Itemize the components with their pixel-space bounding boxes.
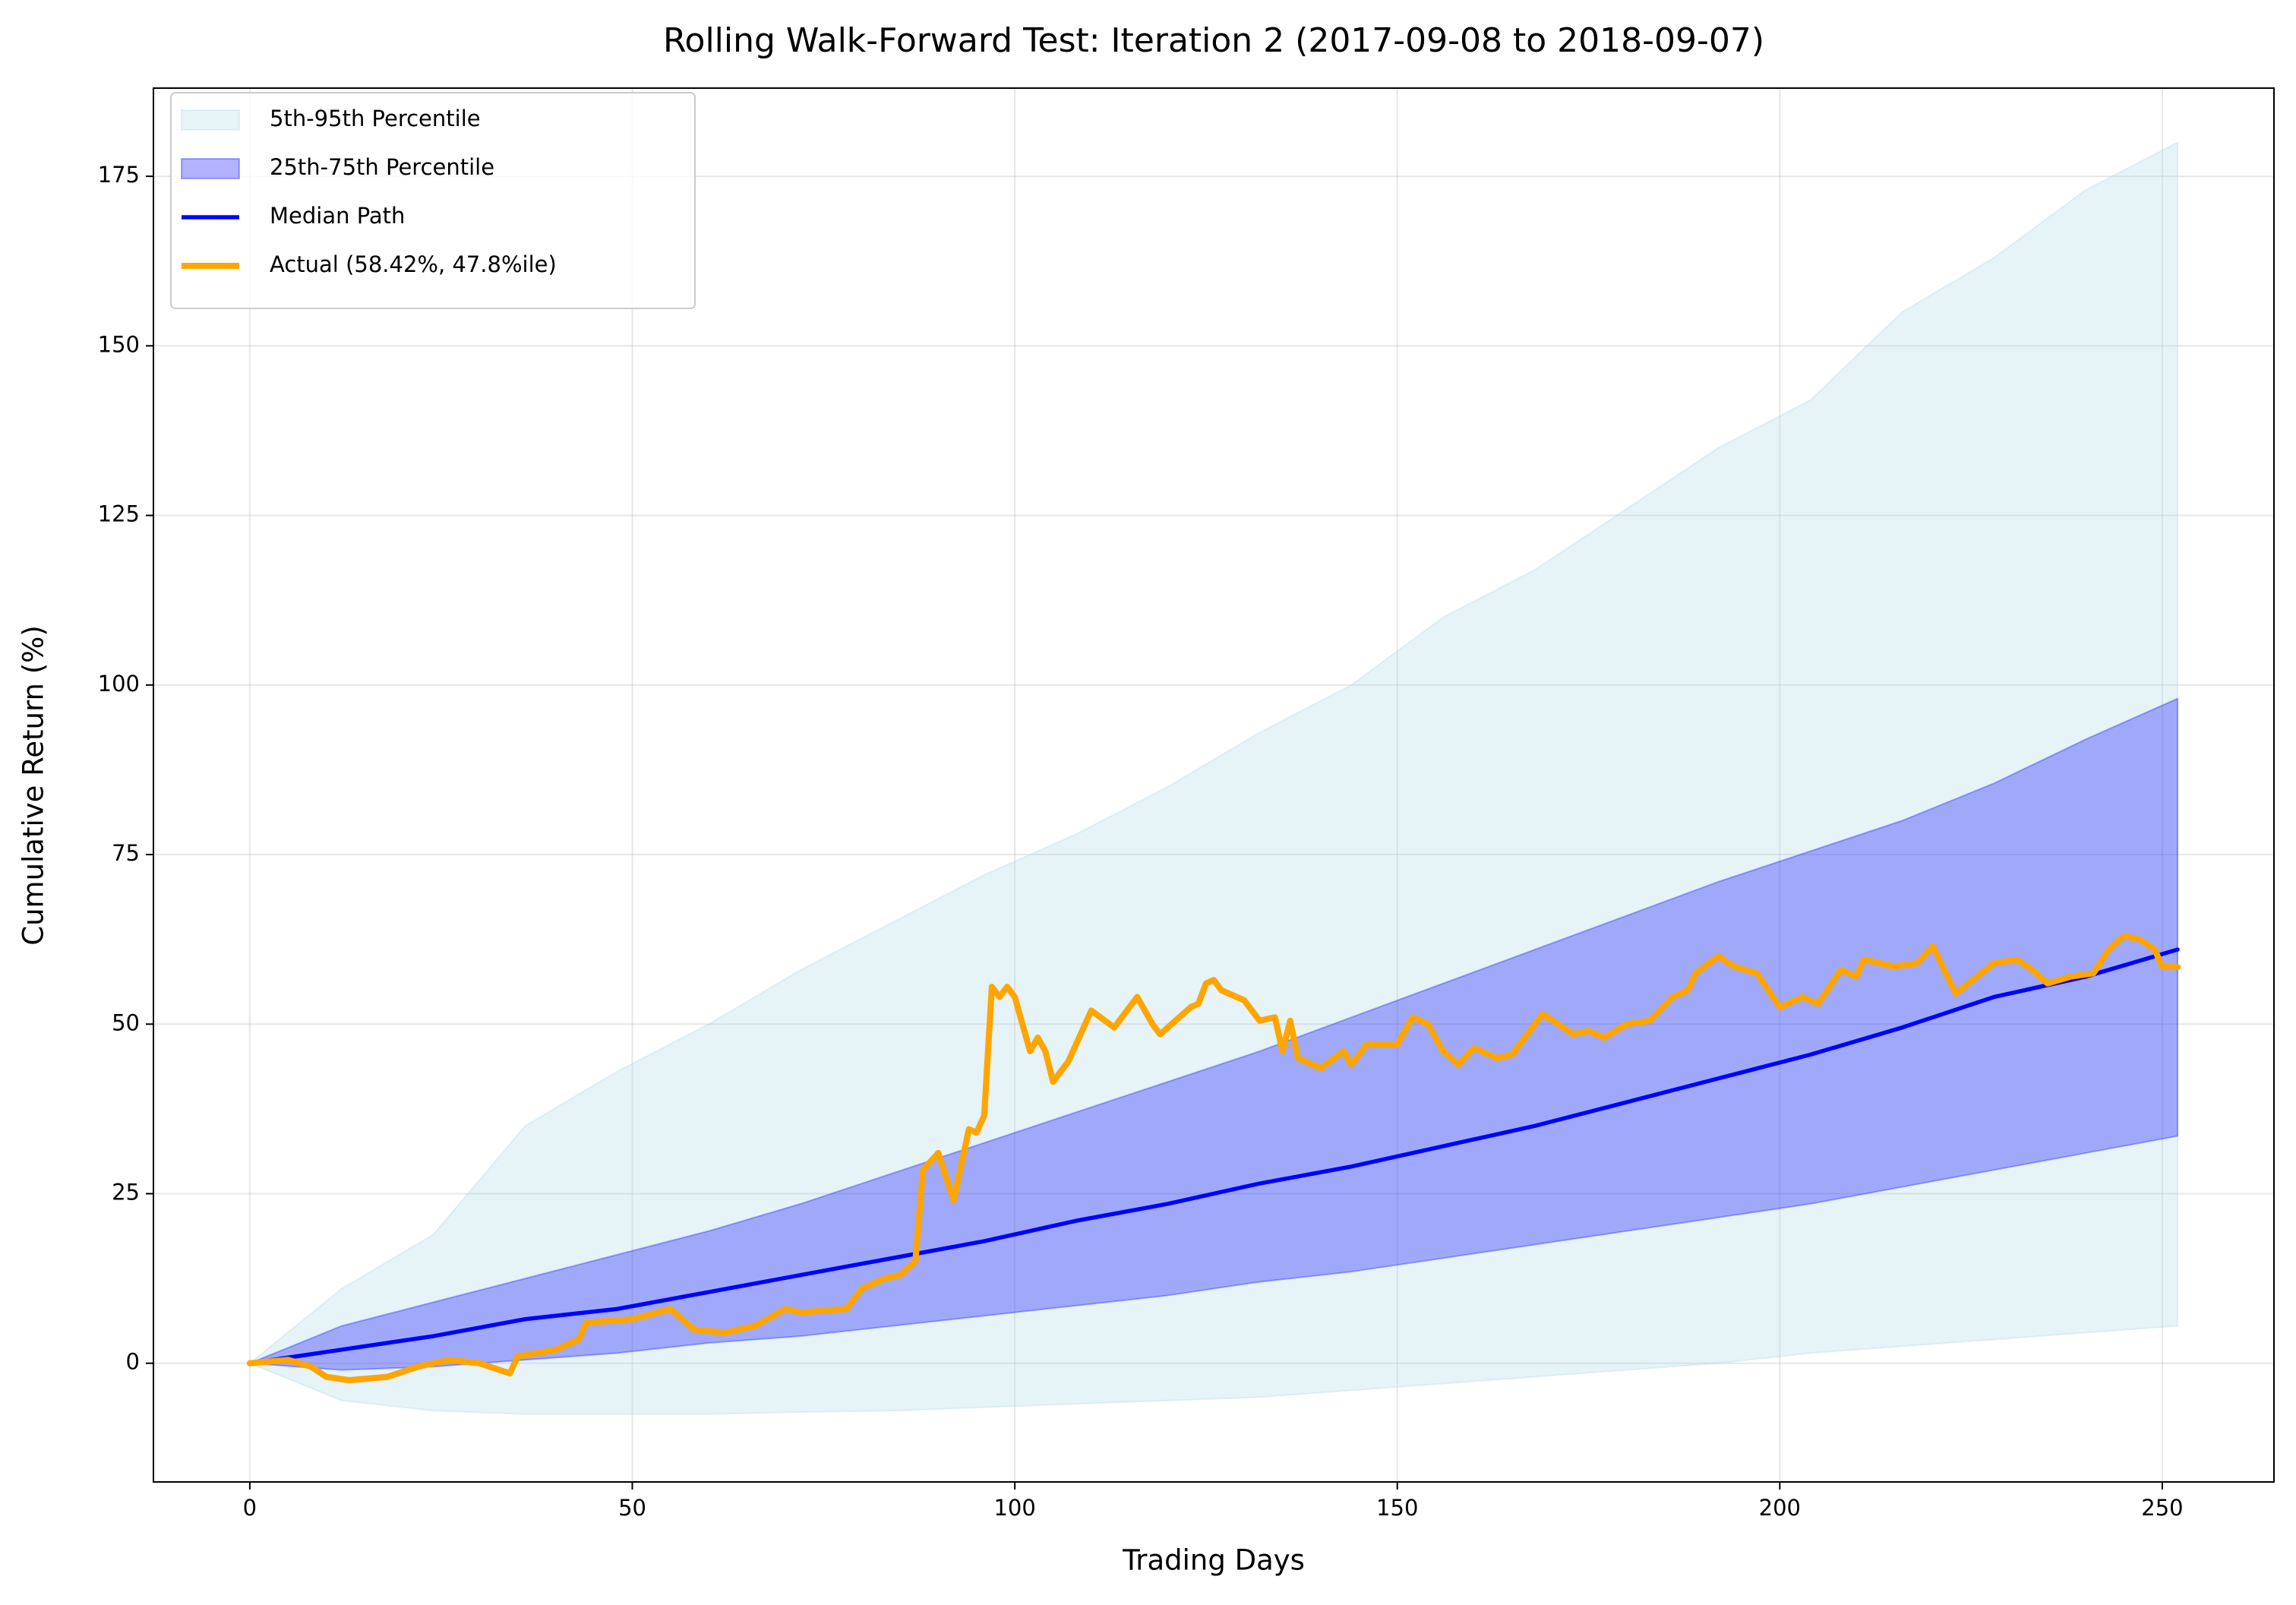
legend-label: 5th-95th Percentile	[270, 106, 481, 131]
legend-box	[170, 92, 696, 309]
legend-swatch	[181, 109, 240, 131]
grid	[153, 88, 2274, 1482]
x-tick-label: 50	[618, 1495, 646, 1521]
legend-swatch	[181, 158, 240, 179]
data-line	[246, 933, 2181, 1384]
legend-label: Actual (58.42%, 47.8%ile)	[270, 251, 557, 277]
data-layer	[246, 141, 2181, 1415]
legend-label: Median Path	[270, 203, 405, 229]
y-tick-label: 75	[112, 840, 140, 866]
percentile-band	[248, 141, 2179, 1415]
legend: 5th-95th Percentile 25th-75th Percentile M…	[170, 92, 696, 309]
x-tick-label: 250	[2141, 1495, 2183, 1521]
x-axis-label: Trading Days	[1122, 1544, 1305, 1577]
y-tick-label: 150	[98, 331, 140, 357]
x-tick-label: 150	[1376, 1495, 1418, 1521]
y-tick-label: 50	[112, 1009, 140, 1035]
y-tick-label: 25	[112, 1179, 140, 1205]
x-tick-label: 100	[993, 1495, 1035, 1521]
chart-title: Rolling Walk-Forward Test: Iteration 2 (…	[663, 21, 1764, 60]
x-tick-label: 0	[243, 1495, 257, 1521]
y-tick-label: 175	[98, 162, 140, 188]
legend-label: 25th-75th Percentile	[270, 154, 494, 180]
y-tick-label: 100	[98, 671, 140, 697]
x-tick-label: 200	[1759, 1495, 1801, 1521]
y-axis-label: Cumulative Return (%)	[17, 625, 50, 946]
plot-frame	[153, 87, 2275, 1483]
y-tick-label: 125	[98, 501, 140, 527]
data-line	[248, 947, 2180, 1366]
percentile-band	[249, 697, 2179, 1371]
y-tick-label: 0	[126, 1349, 140, 1375]
